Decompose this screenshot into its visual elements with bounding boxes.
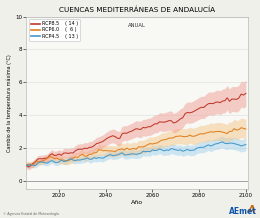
- Text: © Agencia Estatal de Meteorología: © Agencia Estatal de Meteorología: [3, 212, 58, 216]
- Y-axis label: Cambio de la temperatura máxima (°C): Cambio de la temperatura máxima (°C): [7, 54, 12, 152]
- X-axis label: Año: Año: [131, 199, 143, 204]
- Title: CUENCAS MEDITERRÁNEAS DE ANDALUCÍA: CUENCAS MEDITERRÁNEAS DE ANDALUCÍA: [59, 7, 215, 14]
- Text: ANUAL: ANUAL: [128, 23, 146, 28]
- Text: A: A: [247, 205, 255, 215]
- Legend: RCP8.5    ( 14 ), RCP6.0    (  6 ), RCP4.5    ( 13 ): RCP8.5 ( 14 ), RCP6.0 ( 6 ), RCP4.5 ( 13…: [29, 19, 80, 41]
- Text: AEmet: AEmet: [229, 207, 257, 216]
